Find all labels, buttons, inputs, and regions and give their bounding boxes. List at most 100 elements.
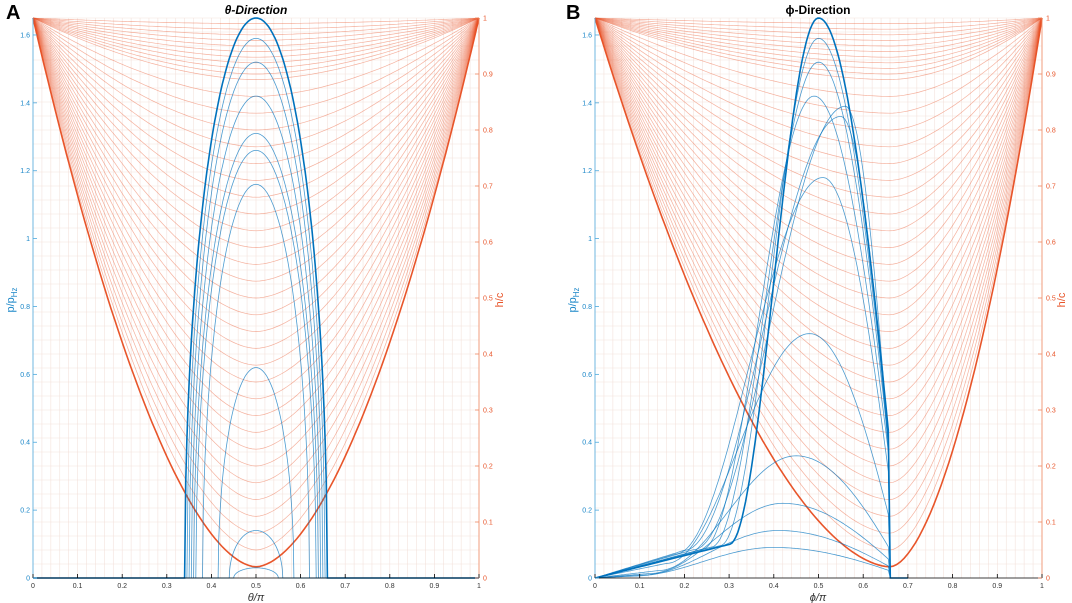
y-tick-label-left: 1.4 <box>20 100 30 107</box>
x-tick-label: 0.7 <box>340 583 350 590</box>
y-tick-label-left: 0.2 <box>582 508 592 515</box>
film-thickness-line <box>32 17 480 484</box>
film-thickness-line <box>594 17 1043 416</box>
y-tick-label-left: 0 <box>26 576 30 583</box>
y-tick-label-right: 0.1 <box>483 520 493 527</box>
y-axis-label-left-sub: Hz <box>10 287 19 297</box>
film-thickness-line <box>594 17 1043 400</box>
x-tick-label: 0.6 <box>296 583 306 590</box>
grid <box>594 17 1043 579</box>
film-thickness-line <box>594 17 1043 36</box>
film-thickness-line <box>32 17 480 349</box>
film-thickness-line <box>32 17 480 248</box>
y-tick-label-right: 0.6 <box>483 240 493 247</box>
film-thickness-line <box>594 17 1043 467</box>
panel-letter: A <box>6 2 20 24</box>
film-thickness-line <box>594 17 1043 534</box>
pressure-line <box>594 455 908 579</box>
y-tick-label-left: 1.2 <box>582 168 592 175</box>
film-thickness-line <box>32 17 480 450</box>
film-thickness-line <box>594 17 1043 52</box>
film-thickness-line <box>594 17 1043 568</box>
film-thickness-line <box>32 17 480 181</box>
y-tick-label-right: 1 <box>1046 16 1050 23</box>
y-tick-label-right: 0.7 <box>483 184 493 191</box>
film-thickness-line <box>32 17 480 383</box>
tick-labels: 0 0.1 0.2 0.3 0.4 0.5 0.6 0.7 0.8 0.9 100.20.40.60… <box>20 16 493 591</box>
film-thickness-line <box>32 17 480 41</box>
y-tick-label-left: 0.6 <box>20 372 30 379</box>
film-thickness-line <box>594 17 1043 248</box>
y-tick-label-left: 1.6 <box>20 32 30 39</box>
film-thickness-line <box>594 17 1043 30</box>
y-axis-label-left: p/pHz <box>5 287 19 312</box>
grid <box>32 17 480 579</box>
film-thickness-line <box>32 17 480 299</box>
x-tick-label: 0.9 <box>992 583 1002 590</box>
film-thickness-line <box>594 17 1043 64</box>
film-thickness-line <box>32 17 480 568</box>
film-thickness-line <box>32 17 480 52</box>
film-thickness-line <box>594 17 1043 69</box>
film-thickness-series <box>32 17 480 568</box>
film-thickness-line <box>594 17 1043 332</box>
film-thickness-line <box>594 17 1043 181</box>
film-thickness-line <box>32 17 480 400</box>
x-tick-label: 1 <box>477 583 481 590</box>
y-tick-label-right: 0.5 <box>483 296 493 303</box>
pressure-line <box>594 105 908 579</box>
pressure-line <box>594 116 908 579</box>
pressure-line <box>33 95 479 579</box>
pressure-line <box>33 61 479 579</box>
film-thickness-line <box>32 17 480 433</box>
film-thickness-line <box>32 17 480 215</box>
film-thickness-line <box>594 17 1043 383</box>
y-tick-label-left: 0.4 <box>582 440 592 447</box>
y-tick-label-left: 0.8 <box>582 304 592 311</box>
film-thickness-line <box>32 17 480 316</box>
film-thickness-line <box>594 17 1043 47</box>
film-thickness-line <box>32 17 480 114</box>
y-tick-label-right: 0.2 <box>1046 464 1056 471</box>
y-axis-label-left: p/pHz <box>567 287 581 312</box>
film-thickness-line <box>594 17 1043 24</box>
pressure-line <box>594 333 908 579</box>
x-tick-label: 0.9 <box>430 583 440 590</box>
x-tick-label: 0.2 <box>117 583 127 590</box>
axes <box>32 17 480 579</box>
y-tick-label-left: 1 <box>26 236 30 243</box>
film-thickness-line <box>32 17 480 148</box>
film-thickness-line <box>32 17 480 36</box>
film-thickness-line <box>32 17 480 500</box>
x-tick-label: 0.4 <box>769 583 779 590</box>
film-thickness-line <box>594 17 1043 58</box>
film-thickness-line <box>32 17 480 47</box>
film-thickness-line <box>32 17 480 265</box>
y-tick-label-right: 0.3 <box>483 408 493 415</box>
film-thickness-line <box>594 17 1043 114</box>
film-thickness-line <box>32 17 480 80</box>
y-tick-label-right: 1 <box>483 16 487 23</box>
film-thickness-line <box>594 17 1043 517</box>
film-thickness-line <box>594 17 1043 80</box>
film-thickness-line <box>594 17 1043 265</box>
pressure-line <box>594 95 908 579</box>
y-tick-label-right: 0.6 <box>1046 240 1056 247</box>
film-thickness-line <box>594 17 1043 349</box>
y-tick-label-right: 0.9 <box>1046 72 1056 79</box>
film-thickness-line <box>594 17 1043 299</box>
y-tick-label-left: 0.8 <box>20 304 30 311</box>
film-thickness-line <box>594 17 1043 75</box>
pressure-line <box>33 38 479 579</box>
film-thickness-line <box>32 17 480 75</box>
y-tick-label-right: 0 <box>483 576 487 583</box>
pressure-series <box>33 17 479 579</box>
tick-labels: 0 0.1 0.2 0.3 0.4 0.5 0.6 0.7 0.8 0.9 100.20.40.60… <box>582 16 1056 591</box>
y-axis-label-left-sub: Hz <box>572 287 581 297</box>
y-tick-label-right: 0.3 <box>1046 408 1056 415</box>
axes <box>594 17 1043 579</box>
y-tick-label-left: 1.4 <box>582 100 592 107</box>
film-thickness-line <box>32 17 480 517</box>
film-thickness-line <box>594 17 1043 215</box>
x-tick-label: 0.5 <box>251 583 261 590</box>
